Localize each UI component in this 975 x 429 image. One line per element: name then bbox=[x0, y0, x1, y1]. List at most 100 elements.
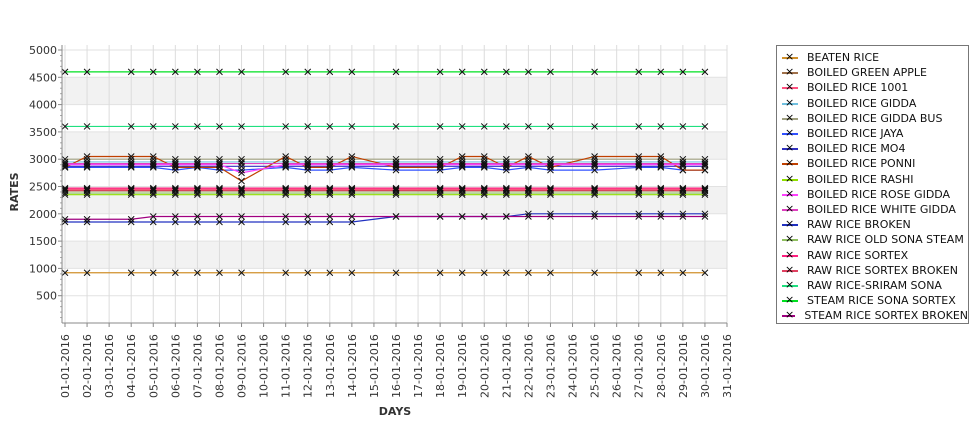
data-point-marker bbox=[635, 269, 643, 277]
data-point-marker bbox=[547, 189, 554, 197]
data-point-marker bbox=[149, 160, 157, 167]
data-point-marker bbox=[502, 184, 510, 192]
data-point-marker bbox=[502, 123, 510, 130]
data-point-marker bbox=[127, 269, 135, 277]
legend-swatch-icon: × bbox=[781, 80, 799, 93]
data-point-marker bbox=[216, 161, 223, 169]
x-tick-label: 24-01-2016 bbox=[567, 334, 580, 398]
data-point-marker bbox=[216, 184, 223, 192]
data-point-marker bbox=[348, 186, 356, 194]
data-point-marker bbox=[525, 213, 532, 220]
x-tick-label: 06-01-2016 bbox=[169, 334, 182, 398]
data-point-marker bbox=[194, 186, 201, 194]
legend-label: RAW RICE-SRIRAM SONA bbox=[807, 278, 942, 292]
data-point-marker bbox=[679, 160, 687, 167]
legend-label: RAW RICE OLD SONA STEAM bbox=[807, 233, 964, 247]
data-point-marker bbox=[304, 269, 312, 277]
legend-label: BOILED RICE RASHI bbox=[807, 172, 914, 186]
data-point-marker bbox=[282, 269, 290, 277]
legend-swatch-icon: × bbox=[781, 156, 799, 169]
data-point-marker bbox=[61, 160, 69, 167]
y-tick-label: 5000 bbox=[29, 44, 57, 57]
legend-swatch-icon: × bbox=[781, 141, 799, 154]
data-point-marker bbox=[348, 213, 356, 220]
data-point-marker bbox=[171, 184, 179, 192]
data-point-marker bbox=[635, 184, 643, 192]
legend-label: BOILED RICE 1001 bbox=[807, 81, 909, 95]
legend-label: BOILED RICE ROSE GIDDA bbox=[807, 187, 951, 201]
data-point-marker bbox=[525, 189, 532, 197]
data-point-marker bbox=[61, 184, 69, 192]
data-point-marker bbox=[216, 162, 223, 170]
data-point-marker bbox=[149, 161, 157, 169]
y-tick-label: 1500 bbox=[29, 235, 57, 248]
data-point-marker bbox=[701, 161, 709, 169]
x-tick-label: 11-01-2016 bbox=[280, 334, 293, 398]
data-point-marker bbox=[502, 269, 510, 277]
data-point-marker bbox=[701, 160, 709, 167]
data-point-marker bbox=[480, 160, 488, 167]
data-point-marker bbox=[326, 218, 334, 226]
plot-band bbox=[62, 77, 727, 105]
legend-item: × BOILED RICE WHITE GIDDA bbox=[777, 202, 968, 217]
data-point-marker bbox=[238, 160, 245, 167]
data-point-marker bbox=[591, 162, 598, 170]
data-point-marker bbox=[635, 162, 643, 170]
data-point-marker bbox=[480, 123, 488, 130]
data-point-marker bbox=[282, 160, 290, 167]
data-point-marker bbox=[348, 161, 356, 169]
data-point-marker bbox=[282, 161, 290, 169]
data-point-marker bbox=[304, 184, 312, 192]
x-tick-label: 09-01-2016 bbox=[236, 334, 249, 398]
data-point-marker bbox=[458, 269, 466, 277]
data-point-marker bbox=[635, 213, 643, 220]
legend-item: × RAW RICE BROKEN bbox=[777, 217, 968, 232]
data-point-marker bbox=[83, 161, 91, 169]
data-point-marker bbox=[348, 269, 356, 277]
y-tick-label: 4000 bbox=[29, 99, 57, 112]
series-line bbox=[65, 213, 705, 223]
data-point-marker bbox=[635, 189, 643, 197]
data-point-marker bbox=[635, 160, 643, 167]
data-point-marker bbox=[657, 210, 665, 218]
data-point-marker bbox=[591, 153, 598, 160]
data-point-marker bbox=[679, 123, 687, 130]
data-point-marker bbox=[61, 269, 69, 277]
data-point-marker bbox=[458, 153, 466, 160]
legend-label: BOILED GREEN APPLE bbox=[807, 66, 927, 80]
x-tick-label: 07-01-2016 bbox=[191, 334, 204, 398]
data-point-marker bbox=[282, 186, 290, 194]
x-axis-label: DAYS bbox=[379, 405, 412, 418]
data-point-marker bbox=[679, 68, 687, 76]
data-point-marker bbox=[458, 161, 466, 169]
data-point-marker bbox=[657, 269, 665, 277]
data-point-marker bbox=[216, 68, 223, 76]
data-point-marker bbox=[480, 213, 488, 220]
data-point-marker bbox=[525, 160, 532, 167]
legend-swatch-icon: × bbox=[781, 263, 799, 276]
data-point-marker bbox=[436, 269, 444, 277]
data-point-marker bbox=[525, 184, 532, 192]
data-point-marker bbox=[149, 153, 157, 160]
plot-band bbox=[62, 241, 727, 269]
legend-item: × BOILED RICE MO4 bbox=[777, 141, 968, 156]
data-point-marker bbox=[348, 184, 356, 192]
legend-item: × BOILED GREEN APPLE bbox=[777, 65, 968, 80]
legend-swatch-icon: × bbox=[781, 232, 799, 245]
x-tick-label: 25-01-2016 bbox=[589, 334, 602, 398]
data-point-marker bbox=[480, 153, 488, 160]
legend-label: BOILED RICE PONNI bbox=[807, 157, 916, 171]
x-tick-label: 15-01-2016 bbox=[368, 334, 381, 398]
data-point-marker bbox=[679, 186, 687, 194]
data-point-marker bbox=[657, 162, 665, 170]
data-point-marker bbox=[216, 123, 223, 130]
data-point-marker bbox=[392, 186, 400, 194]
y-tick-label: 500 bbox=[36, 290, 57, 303]
data-point-marker bbox=[591, 213, 598, 220]
series-line bbox=[64, 155, 705, 182]
data-point-marker bbox=[282, 162, 290, 170]
data-point-marker bbox=[392, 184, 400, 192]
legend-item: × BOILED RICE GIDDA BUS bbox=[777, 111, 968, 126]
data-point-marker bbox=[525, 269, 532, 277]
x-tick-label: 14-01-2016 bbox=[346, 334, 359, 398]
